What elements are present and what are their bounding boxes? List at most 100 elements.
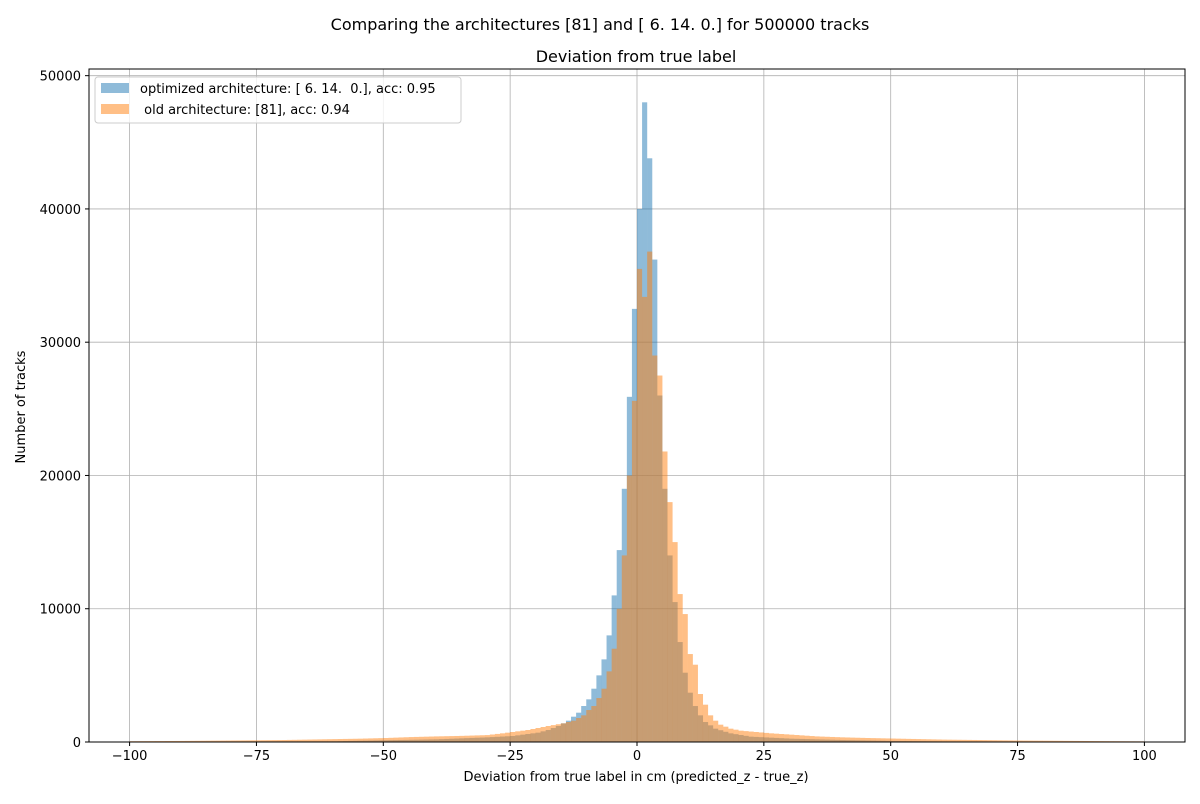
histogram-bar [363, 739, 368, 742]
histogram-bar [820, 737, 825, 742]
histogram-bar [896, 739, 901, 742]
histogram-bar [875, 738, 880, 742]
x-tick-label: −75 [243, 749, 270, 764]
histogram-bar [865, 738, 870, 742]
x-tick-label: −25 [496, 749, 523, 764]
y-tick-label: 30000 [40, 336, 81, 351]
histogram-bar [414, 737, 419, 742]
legend-label-optimized: optimized architecture: [ 6. 14. 0.], ac… [140, 82, 436, 97]
histogram-bar [612, 649, 617, 742]
histogram-bar [399, 737, 404, 742]
histogram-bar [454, 736, 459, 742]
histogram-bar [520, 731, 525, 742]
x-tick-label: 100 [1132, 749, 1157, 764]
histogram-bar [810, 736, 815, 742]
histogram-bar [622, 555, 627, 742]
histogram-bar [881, 738, 886, 742]
histogram-bar [470, 736, 475, 742]
histogram-bar [683, 614, 688, 742]
histogram-bar [673, 542, 678, 742]
histogram-bar [419, 737, 424, 742]
histogram-bar [561, 723, 566, 742]
legend-swatch-old [101, 104, 129, 114]
histogram-bar [718, 725, 723, 742]
histogram-bar [850, 738, 855, 742]
histogram-bar [556, 724, 561, 742]
plot-title: Deviation from true label [536, 47, 737, 66]
histogram-bar [515, 731, 520, 742]
histogram-bar [439, 736, 444, 742]
histogram-bar [840, 737, 845, 742]
histogram-bar [799, 735, 804, 742]
histogram-bar [404, 737, 409, 742]
histogram-bar [627, 475, 632, 742]
histogram-bar [475, 735, 480, 742]
histogram-bar [541, 727, 546, 742]
histogram-bar [723, 727, 728, 742]
histogram-bar [617, 609, 622, 742]
histogram-bar [525, 730, 530, 742]
y-axis-label: Number of tracks [14, 350, 29, 463]
histogram-bar [424, 737, 429, 742]
x-tick-label: 0 [633, 749, 641, 764]
histogram-bar [596, 698, 601, 742]
histogram-bar [485, 735, 490, 742]
histogram-bar [530, 729, 535, 742]
histogram-bar [728, 729, 733, 742]
y-tick-label: 40000 [40, 203, 81, 218]
histogram-bar [652, 356, 657, 742]
histogram-bar [784, 734, 789, 742]
histogram-bar [368, 738, 373, 742]
histogram-bar [678, 594, 683, 742]
histogram-bar [891, 739, 896, 742]
histogram-bar [586, 710, 591, 742]
histogram-bar [749, 732, 754, 742]
histogram-bar [383, 738, 388, 742]
x-tick-label: −100 [112, 749, 148, 764]
histogram-bar [744, 731, 749, 742]
histogram-bar [434, 736, 439, 742]
histogram-bar [642, 297, 647, 742]
histogram-bar [657, 376, 662, 742]
histogram-bar [738, 731, 743, 742]
histogram-bar [571, 721, 576, 742]
histogram-bar [632, 401, 637, 742]
histogram-bar [546, 726, 551, 742]
histogram-bar [581, 715, 586, 742]
histogram-bar [459, 736, 464, 742]
histogram-bar [444, 736, 449, 742]
y-tick-label: 10000 [40, 603, 81, 618]
x-tick-label: −50 [370, 749, 397, 764]
histogram-bar [835, 737, 840, 742]
histogram-bar [662, 451, 667, 742]
histogram-bar [733, 730, 738, 742]
histogram-bar [713, 721, 718, 742]
histogram-bar [759, 732, 764, 742]
x-tick-label: 50 [882, 749, 899, 764]
series-1-bars [130, 252, 1145, 742]
histogram-bar [429, 737, 434, 742]
histogram-bar [688, 654, 693, 742]
histogram-bar [566, 722, 571, 742]
histogram-bar [754, 732, 759, 742]
x-axis-label: Deviation from true label in cm (predict… [463, 770, 808, 785]
histogram-bar [388, 738, 393, 742]
histogram-bar [378, 738, 383, 742]
histogram-bar [769, 733, 774, 742]
histogram-bar [480, 735, 485, 742]
histogram-bar [637, 269, 642, 742]
histogram-bar [601, 689, 606, 742]
histogram-bar [607, 671, 612, 742]
histogram-bar [830, 737, 835, 742]
histogram-bar [779, 734, 784, 742]
histogram-bar [774, 734, 779, 742]
histogram-bar [373, 738, 378, 742]
histogram-bar [764, 733, 769, 742]
histogram-bar [647, 252, 652, 742]
histogram-bar [536, 728, 541, 742]
histogram-bar [870, 738, 875, 742]
histogram-bar [886, 738, 891, 742]
histogram-bar [393, 738, 398, 742]
